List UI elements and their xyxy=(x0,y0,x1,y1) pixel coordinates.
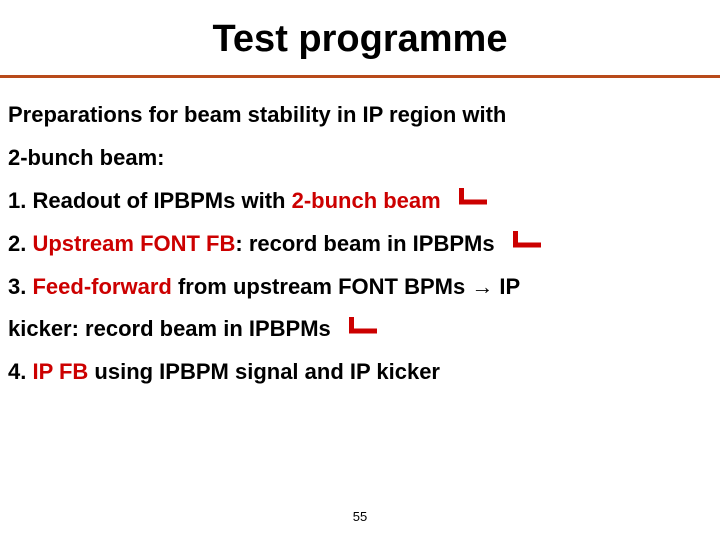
item-4-rest: using IPBPM signal and IP kicker xyxy=(88,359,440,384)
item-1-highlight: 2-bunch beam xyxy=(292,188,441,213)
item-4-highlight: IP FB xyxy=(32,359,88,384)
item-1: 1. Readout of IPBPMs with 2-bunch beam xyxy=(8,180,712,223)
slide-content: Preparations for beam stability in IP re… xyxy=(0,78,720,394)
slide-title: Test programme xyxy=(0,0,720,75)
item-2-highlight: Upstream FONT FB xyxy=(32,231,235,256)
item-1-prefix: 1. Readout of IPBPMs with xyxy=(8,188,292,213)
item-4: 4. IP FB using IPBPM signal and IP kicke… xyxy=(8,351,712,394)
item-2-prefix: 2. xyxy=(8,231,32,256)
checkmark-icon xyxy=(343,323,377,339)
item-2: 2. Upstream FONT FB: record beam in IPBP… xyxy=(8,223,712,266)
item-3-prefix: 3. xyxy=(8,274,32,299)
item-3-tail: IP xyxy=(493,274,520,299)
intro-line-2: 2-bunch beam: xyxy=(8,137,712,180)
page-number: 55 xyxy=(0,509,720,524)
item-3-mid: from upstream FONT BPMs xyxy=(172,274,471,299)
item-3-highlight: Feed-forward xyxy=(32,274,171,299)
slide: Test programme Preparations for beam sta… xyxy=(0,0,720,540)
item-3-line-1: 3. Feed-forward from upstream FONT BPMs … xyxy=(8,266,712,309)
item-3-line-2-text: kicker: record beam in IPBPMs xyxy=(8,316,331,341)
item-3-line-2: kicker: record beam in IPBPMs xyxy=(8,308,712,351)
right-arrow-icon: → xyxy=(471,274,493,299)
checkmark-icon xyxy=(507,237,541,253)
checkmark-icon xyxy=(453,194,487,210)
item-2-rest: : record beam in IPBPMs xyxy=(235,231,494,256)
item-4-prefix: 4. xyxy=(8,359,32,384)
intro-line-1: Preparations for beam stability in IP re… xyxy=(8,94,712,137)
